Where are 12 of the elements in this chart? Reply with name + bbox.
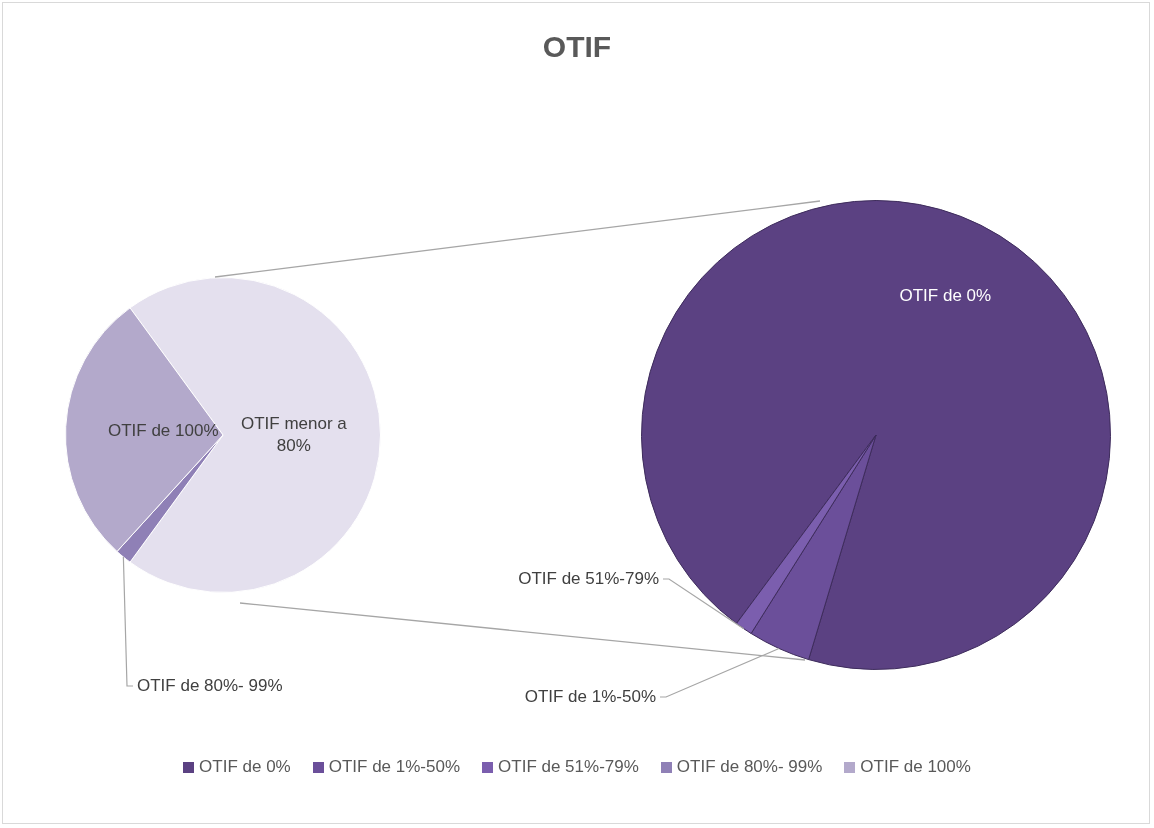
slice-label: OTIF de 51%-79% [518,568,659,588]
slice-label: OTIF de 80%- 99% [137,675,283,695]
chart-title: OTIF [541,30,613,64]
legend-label: OTIF de 80%- 99% [676,757,823,777]
legend-label: OTIF de 100% [860,757,971,777]
legend-label: OTIF de 51%-79% [498,757,639,777]
slice-label: OTIF de 1%-50% [524,686,656,706]
slice-label: OTIF menor a 80% [240,413,348,455]
slice-label: OTIF de 0% [899,286,992,306]
legend-label: OTIF de 0% [199,757,291,777]
legend-label: OTIF de 1%-50% [328,757,461,777]
slice-label: OTIF de 100% [107,421,219,441]
